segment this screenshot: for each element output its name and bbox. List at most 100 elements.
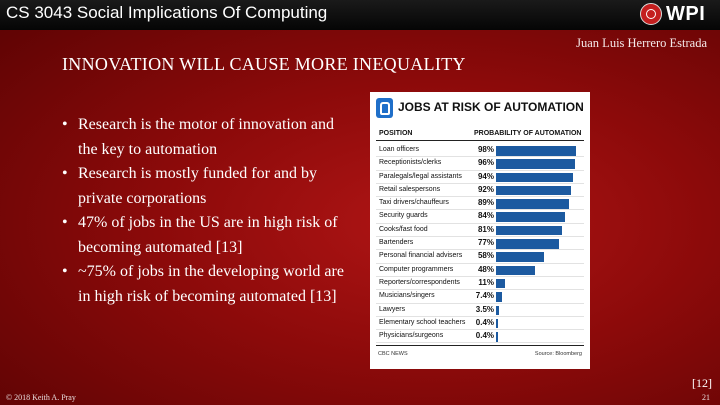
- row-divider: [376, 182, 584, 184]
- bar-value-label: 58%: [477, 251, 494, 261]
- page-number: 21: [702, 393, 710, 402]
- row-divider: [376, 169, 584, 171]
- bar: [496, 332, 498, 342]
- chart-row: Security guards 84%: [370, 210, 590, 224]
- slide-title: INNOVATION WILL CAUSE MORE INEQUALITY: [62, 54, 466, 74]
- bar: [496, 265, 536, 276]
- row-divider: [376, 209, 584, 211]
- bar-value-label: 3.5%: [475, 304, 494, 314]
- bar-value-label: 98%: [477, 145, 494, 154]
- bar: [496, 239, 560, 249]
- bar: [496, 146, 577, 156]
- bar: [496, 172, 574, 183]
- wpi-seal-icon: [640, 3, 662, 25]
- bar-value-label: 96%: [477, 158, 494, 168]
- bullet-item: Research is mostly funded for and by pri…: [58, 162, 353, 211]
- bar-value-label: 11%: [478, 277, 494, 287]
- bar-label: Musicians/singers: [379, 292, 435, 300]
- row-divider: [376, 249, 584, 251]
- bar-label: Computer programmers: [379, 265, 454, 273]
- citation: [12]: [692, 376, 712, 390]
- footer-rule: [376, 345, 584, 346]
- bar: [496, 305, 499, 316]
- chart-row: Computer programmers 48%: [370, 264, 590, 277]
- row-divider: [376, 342, 584, 344]
- figure-source-left: CBC NEWS: [378, 351, 408, 357]
- column-header-probability: PROBABILITY OF AUTOMATION: [474, 130, 582, 137]
- bar-value-label: 0.4%: [475, 331, 494, 341]
- chart-row: Paralegals/legal assistants 94%: [370, 171, 590, 184]
- figure-header: JOBS AT RISK OF AUTOMATION: [376, 98, 584, 118]
- bar-label: Reporters/correspondents: [379, 278, 460, 286]
- chart-row: Taxi drivers/chauffeurs 89%: [370, 197, 590, 211]
- bar: [496, 199, 569, 209]
- row-divider: [376, 315, 584, 317]
- robot-hand-icon: [376, 98, 393, 118]
- header-rule: [376, 140, 584, 141]
- row-divider: [376, 289, 584, 291]
- chart-row: Lawyers 3.5%: [370, 304, 590, 317]
- bar-label: Retail salespersons: [379, 185, 441, 193]
- row-divider: [376, 275, 584, 277]
- row-divider: [376, 329, 584, 331]
- chart-row: Elementary school teachers 0.4%: [370, 317, 590, 331]
- chart-row: Musicians/singers 7.4%: [370, 290, 590, 304]
- row-divider: [376, 196, 584, 198]
- bar: [496, 212, 565, 222]
- bar: [496, 252, 544, 262]
- chart-row: Reporters/correspondents 11%: [370, 277, 590, 291]
- row-divider: [376, 236, 584, 238]
- bar-label: Loan officers: [379, 146, 419, 153]
- chart-rows: Loan officers 98% Receptionists/clerks 96% P…: [370, 144, 590, 344]
- bar-value-label: 94%: [477, 171, 494, 181]
- bar: [496, 159, 575, 169]
- wpi-logo: WPI: [640, 2, 714, 28]
- wpi-logo-text: WPI: [666, 3, 706, 25]
- bullet-item: 47% of jobs in the US are in high risk o…: [58, 211, 353, 260]
- bar: [496, 185, 572, 196]
- bullet-list: Research is the motor of innovation and …: [58, 113, 353, 309]
- bar-value-label: 89%: [477, 198, 494, 208]
- bar: [496, 278, 506, 289]
- row-divider: [376, 156, 584, 158]
- bar-value-label: 7.4%: [475, 291, 494, 301]
- bar-label: Paralegals/legal assistants: [379, 172, 462, 180]
- bullet-item: ~75% of jobs in the developing world are…: [58, 260, 353, 309]
- row-divider: [376, 222, 584, 224]
- figure-title: JOBS AT RISK OF AUTOMATION: [398, 100, 584, 114]
- bar-value-label: 81%: [477, 224, 494, 234]
- chart-row: Receptionists/clerks 96%: [370, 157, 590, 171]
- bar: [496, 318, 498, 329]
- bar-label: Physicians/surgeons: [379, 332, 444, 340]
- chart-row: Cooks/fast food 81%: [370, 224, 590, 238]
- bar-value-label: 48%: [477, 264, 494, 274]
- copyright: © 2018 Keith A. Pray: [6, 393, 76, 402]
- figure-source-right: Source: Bloomberg: [534, 351, 582, 357]
- bar-value-label: 92%: [477, 184, 494, 194]
- bar-label: Personal financial advisers: [379, 252, 463, 260]
- bar-label: Cooks/fast food: [379, 225, 428, 233]
- bar: [496, 225, 563, 236]
- bar-label: Elementary school teachers: [379, 318, 466, 326]
- top-bar: CS 3043 Social Implications Of Computing…: [0, 0, 720, 30]
- bar-value-label: 77%: [477, 238, 494, 248]
- row-divider: [376, 302, 584, 304]
- bar-value-label: 84%: [477, 211, 494, 221]
- row-divider: [376, 262, 584, 264]
- author-name: Juan Luis Herrero Estrada: [576, 36, 707, 50]
- chart-row: Bartenders 77%: [370, 237, 590, 251]
- bullet-item: Research is the motor of innovation and …: [58, 113, 353, 162]
- bar-value-label: 0.4%: [475, 317, 494, 327]
- course-title: CS 3043 Social Implications Of Computing: [6, 3, 328, 22]
- chart-row: Retail salespersons 92%: [370, 184, 590, 198]
- chart-row: Physicians/surgeons 0.4%: [370, 330, 590, 344]
- automation-chart-figure: JOBS AT RISK OF AUTOMATION POSITION PROB…: [370, 92, 590, 369]
- bar-label: Security guards: [379, 212, 428, 220]
- chart-row: Loan officers 98%: [370, 144, 590, 158]
- bar-label: Receptionists/clerks: [379, 159, 442, 167]
- bar-label: Bartenders: [379, 239, 414, 247]
- column-header-position: POSITION: [379, 130, 413, 137]
- bar: [496, 292, 503, 302]
- bar-label: Lawyers: [379, 305, 406, 313]
- chart-row: Personal financial advisers 58%: [370, 250, 590, 264]
